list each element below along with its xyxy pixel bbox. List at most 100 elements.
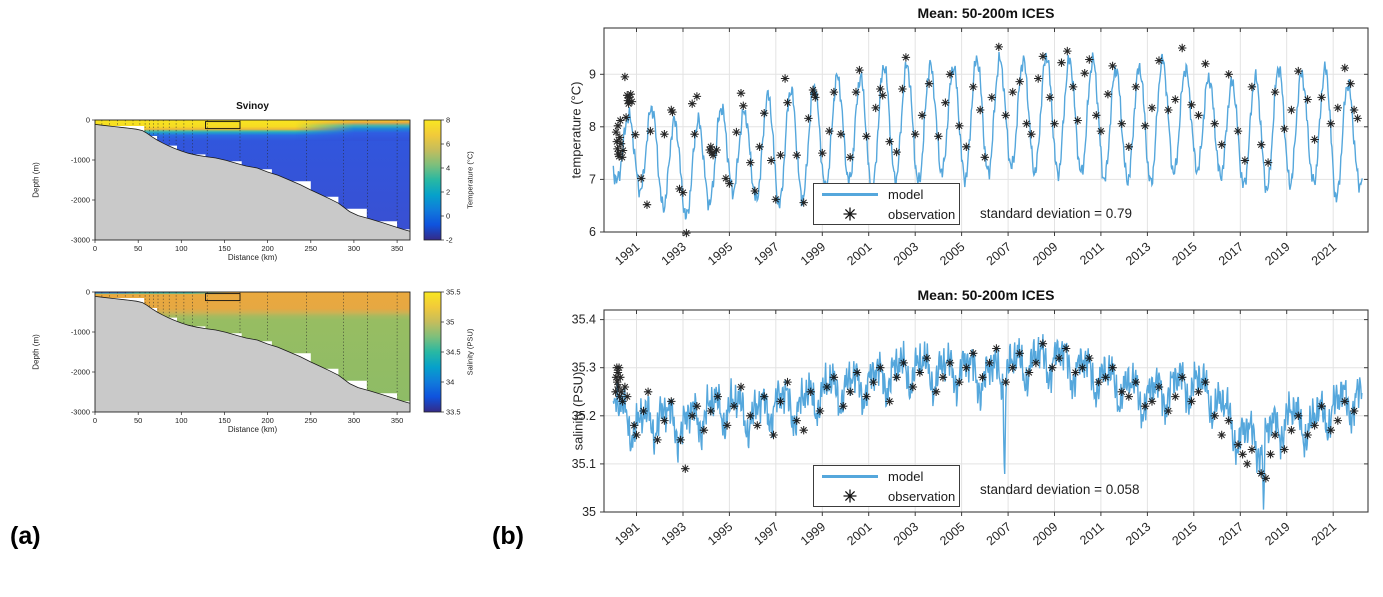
legend-observation-label: observation	[888, 488, 956, 504]
svg-text:-1000: -1000	[71, 328, 90, 337]
svg-text:100: 100	[175, 416, 188, 425]
salinity-colorbar: 35.5 35 34.5 34 33.5	[423, 288, 461, 417]
temperature-legend: model observation	[813, 183, 960, 225]
svg-text:2015: 2015	[1169, 520, 1199, 549]
svg-text:2021: 2021	[1309, 240, 1339, 269]
svg-text:1991: 1991	[612, 240, 642, 269]
svg-text:8: 8	[589, 120, 596, 134]
svg-text:2009: 2009	[1030, 520, 1060, 549]
temperature-colorbar-label: Temperature (°C)	[465, 151, 475, 209]
svg-text:7: 7	[589, 172, 596, 186]
svg-text:0: 0	[93, 244, 97, 253]
svg-text:350: 350	[391, 244, 404, 253]
salinity-timeseries-title: Mean: 50-200m ICES	[917, 287, 1055, 303]
temperature-colorbar: 8 6 4 2 0 -2	[423, 116, 453, 245]
panel-label-a: (a)	[10, 522, 41, 550]
temperature-timeseries-title: Mean: 50-200m ICES	[917, 5, 1055, 21]
svg-text:2001: 2001	[844, 520, 874, 549]
svg-text:6: 6	[446, 140, 450, 149]
svg-text:2007: 2007	[984, 240, 1014, 269]
temperature-section-xlabel: Distance (km)	[227, 253, 278, 262]
svg-text:4: 4	[446, 164, 450, 173]
svg-text:350: 350	[391, 416, 404, 425]
temperature-timeseries-ylabel: temperature (°C)	[568, 81, 584, 179]
svg-text:2017: 2017	[1216, 240, 1246, 269]
svg-text:300: 300	[348, 416, 361, 425]
svg-text:2019: 2019	[1262, 520, 1292, 549]
svg-text:2015: 2015	[1169, 240, 1199, 269]
svg-text:2005: 2005	[937, 240, 967, 269]
svg-text:34: 34	[446, 378, 454, 387]
svg-text:1993: 1993	[659, 520, 689, 549]
temperature-section-plot: 0 50 100 150 200 250 300 350 0 -1000 -2000 -3000	[71, 116, 411, 253]
svg-text:35.1: 35.1	[572, 457, 596, 471]
svg-text:1997: 1997	[751, 240, 781, 269]
svg-text:1995: 1995	[705, 520, 735, 549]
svg-text:2: 2	[446, 188, 450, 197]
svg-text:6: 6	[589, 225, 596, 239]
temperature-timeseries-plot: 1991 1993 1995 1997 1999 2001 2003 2005 2007 2009…	[589, 27, 1369, 268]
svg-text:50: 50	[134, 416, 142, 425]
legend-row-model: model	[814, 184, 959, 204]
svg-text:2007: 2007	[984, 520, 1014, 549]
svg-text:300: 300	[348, 244, 361, 253]
svg-text:35: 35	[446, 318, 454, 327]
svg-text:2009: 2009	[1030, 240, 1060, 269]
svg-text:150: 150	[218, 416, 231, 425]
svg-text:-1000: -1000	[71, 156, 90, 165]
temperature-stddev-annotation: standard deviation = 0.79	[980, 206, 1132, 221]
svg-text:33.5: 33.5	[446, 408, 461, 417]
salinity-timeseries-ylabel: salinity (PSU)	[570, 371, 586, 451]
svg-text:250: 250	[305, 244, 318, 253]
svg-text:1991: 1991	[612, 520, 642, 549]
salinity-section-ylabel: Depth (m)	[31, 334, 41, 370]
svg-text:2001: 2001	[844, 240, 874, 269]
asterisk-marker-icon	[843, 489, 857, 503]
legend-row-model: model	[814, 466, 959, 486]
salinity-legend: model observation	[813, 465, 960, 507]
svg-text:2017: 2017	[1216, 520, 1246, 549]
svg-text:1997: 1997	[751, 520, 781, 549]
svg-text:35.2: 35.2	[572, 409, 596, 423]
svg-text:50: 50	[134, 244, 142, 253]
svg-text:1995: 1995	[705, 240, 735, 269]
svg-text:0: 0	[86, 288, 90, 297]
svg-text:8: 8	[446, 116, 450, 125]
salinity-stddev-annotation: standard deviation = 0.058	[980, 482, 1140, 497]
svg-text:0: 0	[86, 116, 90, 125]
svg-text:0: 0	[93, 416, 97, 425]
model-line-swatch	[822, 474, 878, 478]
svg-text:2013: 2013	[1123, 240, 1153, 269]
svg-text:200: 200	[261, 244, 274, 253]
svg-text:35.4: 35.4	[572, 313, 596, 327]
legend-model-label: model	[888, 186, 924, 202]
svg-text:1993: 1993	[659, 240, 689, 269]
temperature-section-ylabel: Depth (m)	[31, 162, 41, 198]
svg-text:150: 150	[218, 244, 231, 253]
salinity-colorbar-label: Salinity (PSU)	[465, 328, 475, 376]
svg-text:34.5: 34.5	[446, 348, 461, 357]
svg-text:0: 0	[446, 212, 450, 221]
svg-text:-2000: -2000	[71, 368, 90, 377]
svg-text:2011: 2011	[1077, 240, 1107, 268]
svg-text:2011: 2011	[1077, 520, 1107, 548]
salinity-section-xlabel: Distance (km)	[227, 425, 278, 434]
svg-text:250: 250	[305, 416, 318, 425]
svg-text:2019: 2019	[1262, 240, 1292, 269]
legend-observation-label: observation	[888, 206, 956, 222]
asterisk-marker-icon	[843, 207, 857, 221]
temperature-section-title: Svinoy	[236, 101, 269, 112]
legend-row-observation: observation	[814, 486, 959, 506]
svg-text:35.3: 35.3	[572, 361, 596, 375]
svg-text:2021: 2021	[1309, 520, 1339, 549]
panel-label-b: (b)	[492, 522, 524, 550]
legend-model-label: model	[888, 468, 924, 484]
svg-text:2003: 2003	[891, 520, 921, 549]
model-line-swatch	[822, 192, 878, 196]
svg-text:2003: 2003	[891, 240, 921, 269]
svg-text:1999: 1999	[798, 520, 828, 549]
svg-text:-2000: -2000	[71, 196, 90, 205]
salinity-section-plot: 0 50 100 150 200 250 300 350 0 -1000 -2000 -3000	[71, 288, 411, 425]
svg-text:-3000: -3000	[71, 408, 90, 417]
